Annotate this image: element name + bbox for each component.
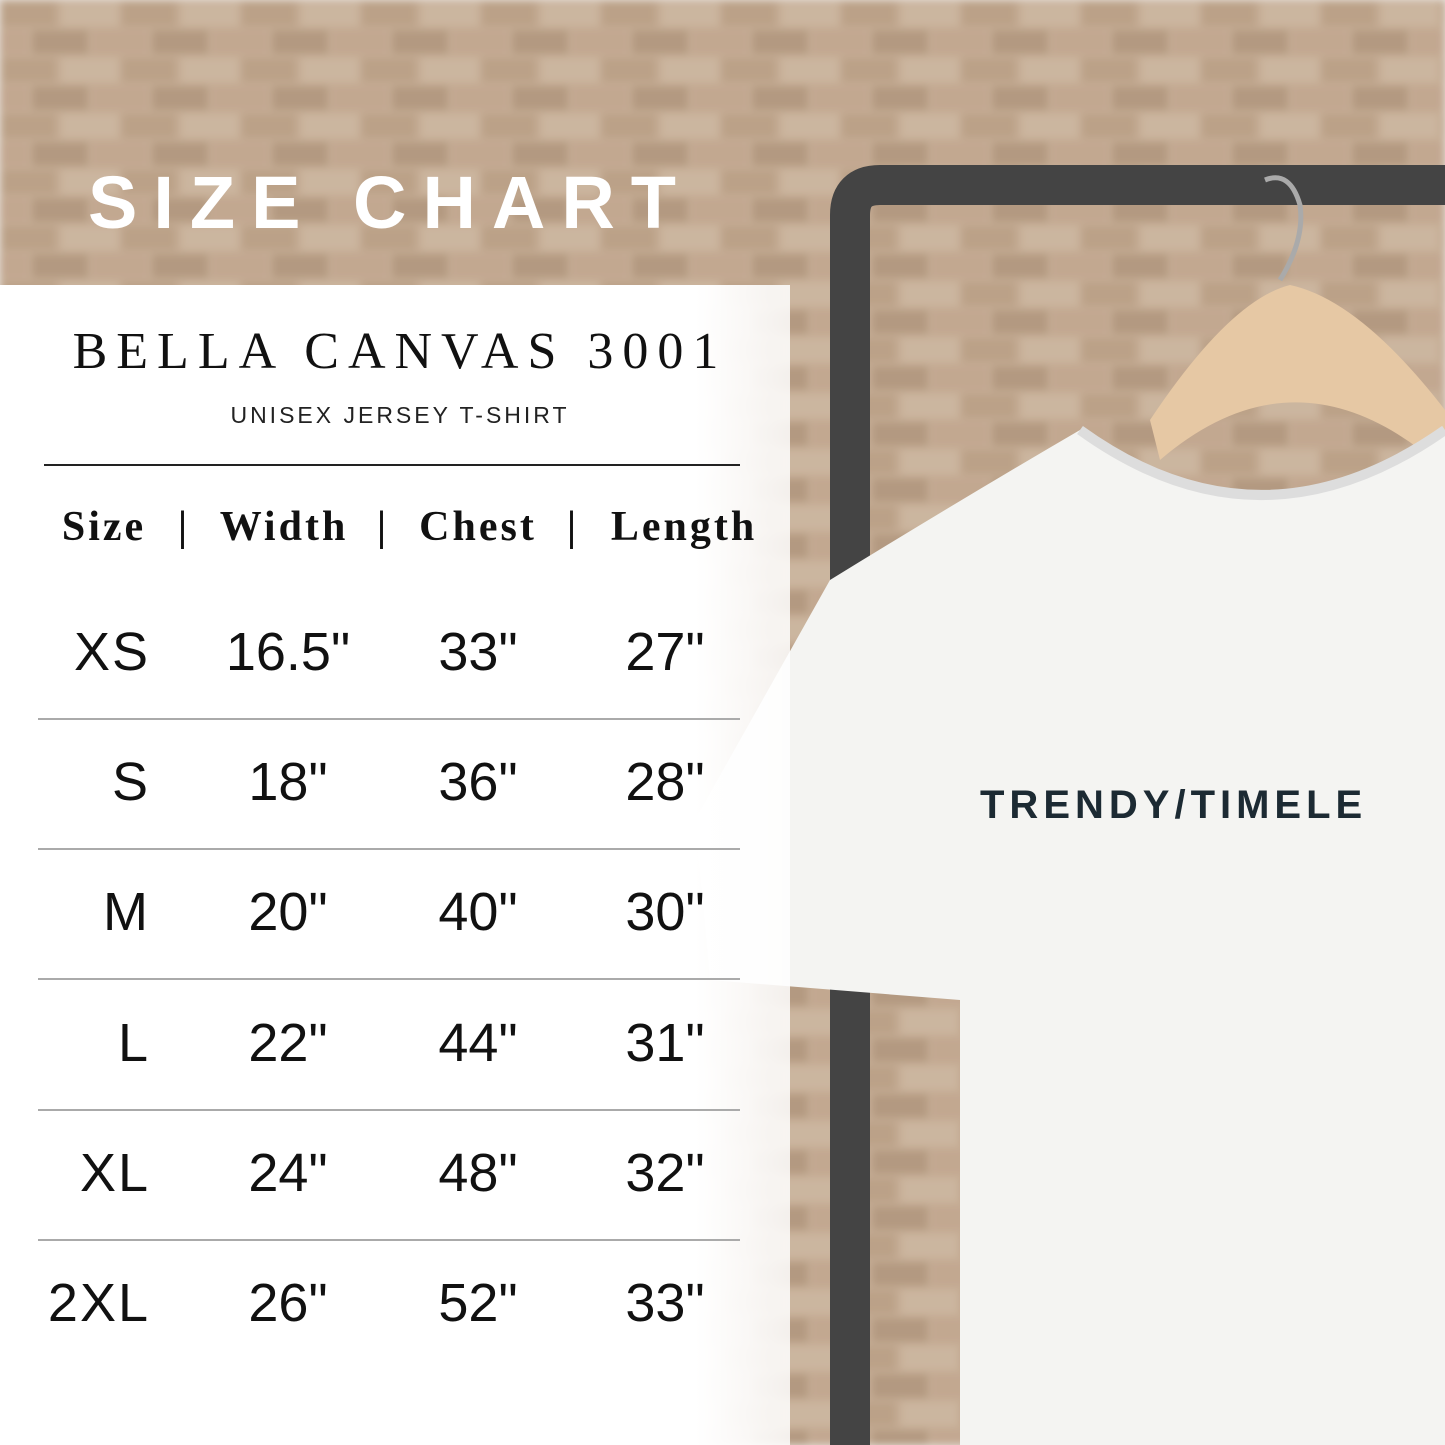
measurement: 36" [438,752,518,813]
product-subtitle: UNISEX JERSEY T-SHIRT [230,402,570,428]
measurement: 32" [625,1142,705,1203]
measurement: 33" [438,622,518,682]
measurement: 18" [248,752,328,813]
measurement: 48" [438,1142,518,1203]
table-panel [0,285,790,1445]
row-divider [38,1108,740,1111]
size-label: S [111,752,150,813]
column-header: Width [219,504,349,550]
measurement: 40" [438,882,518,943]
measurement: 24" [248,1142,328,1203]
measurement: 44" [438,1012,518,1073]
column-header: Size [61,504,147,550]
measurement: 52" [438,1273,518,1333]
size-label: L [117,1012,150,1073]
measurement: 20" [248,882,328,943]
measurement: 30" [625,882,705,943]
product-name: BELLA CANVAS 3001 [72,323,728,380]
title-rule [44,464,740,466]
column-header: Chest [419,504,537,550]
header-separator: | [376,504,390,550]
row-divider [38,848,740,851]
measurement: 28" [625,752,705,813]
measurement: 22" [248,1012,328,1073]
row-divider [38,718,740,720]
size-label: XS [73,622,150,682]
shirt-print: TRENDY/TIMELE [980,783,1368,827]
size-label: 2XL [47,1273,150,1333]
measurement: 27" [625,622,705,682]
row-divider [38,978,740,981]
column-header: Length [610,504,758,550]
measurement: 33" [625,1273,705,1333]
header-separator: | [177,504,191,550]
measurement: 26" [248,1273,328,1333]
banner-title: SIZE CHART [88,161,692,244]
measurement: 16.5" [225,622,351,682]
header-separator: | [566,504,580,550]
size-label: M [103,882,150,943]
row-divider [38,1238,740,1241]
size-label: XL [79,1142,150,1203]
measurement: 31" [625,1012,705,1073]
